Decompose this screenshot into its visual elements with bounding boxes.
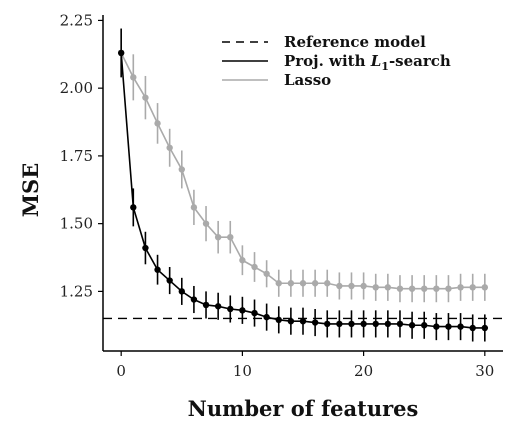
data-point-proj — [481, 324, 489, 332]
data-point-lasso — [408, 285, 416, 292]
y-tick-label: 1.50 — [60, 215, 93, 233]
data-point-proj — [154, 266, 161, 273]
legend-proj-math: L — [370, 52, 382, 70]
data-point-lasso — [324, 280, 331, 287]
data-point-lasso — [372, 284, 379, 291]
legend-proj-suffix: -search — [389, 52, 451, 70]
data-point-lasso — [348, 282, 355, 290]
data-point-lasso — [481, 284, 489, 291]
data-point-lasso — [154, 120, 161, 127]
tick-marks: 1.25 1.50 1.75 2.00 2.25 0 10 20 30 — [60, 11, 495, 380]
data-point-proj — [287, 317, 295, 325]
data-point-proj — [348, 320, 355, 328]
data-point-proj — [421, 322, 428, 329]
data-point-lasso — [384, 284, 392, 291]
data-point-lasso — [287, 280, 295, 287]
data-point-proj — [142, 244, 149, 252]
series-proj — [117, 28, 489, 342]
axes — [102, 15, 503, 352]
data-point-proj — [311, 319, 319, 326]
data-point-proj — [299, 317, 307, 325]
x-tick-label: 30 — [475, 362, 494, 380]
y-axis-title: MSE — [18, 163, 43, 217]
data-point-lasso — [202, 220, 210, 227]
y-tick-label: 1.25 — [60, 282, 93, 300]
legend-proj-label: Proj. with L1-search — [284, 52, 451, 73]
data-point-proj — [251, 309, 258, 317]
data-point-lasso — [311, 280, 319, 287]
data-point-proj — [239, 307, 246, 314]
y-tick-label: 2.00 — [60, 79, 93, 97]
data-point-lasso — [336, 282, 343, 290]
data-point-proj — [202, 301, 210, 309]
data-point-proj — [396, 320, 404, 328]
data-point-lasso — [239, 257, 246, 264]
plot-area — [103, 28, 503, 342]
data-point-lasso — [251, 263, 258, 271]
legend-proj-sub: 1 — [381, 60, 389, 73]
data-point-proj — [384, 320, 392, 328]
legend-reference-label: Reference model — [284, 33, 426, 51]
legend-lasso-label: Lasso — [284, 71, 331, 89]
y-tick-label: 1.75 — [60, 147, 93, 165]
data-point-lasso — [214, 233, 222, 241]
data-point-lasso — [433, 285, 440, 292]
data-point-lasso — [190, 204, 198, 211]
data-point-proj — [227, 305, 234, 313]
data-point-proj — [408, 322, 416, 329]
data-point-lasso — [130, 74, 137, 81]
data-point-proj — [117, 49, 125, 57]
data-point-proj — [178, 288, 185, 295]
data-point-proj — [457, 323, 464, 330]
data-point-proj — [372, 320, 379, 328]
data-point-proj — [445, 323, 452, 330]
data-point-proj — [214, 303, 222, 310]
data-point-proj — [166, 277, 173, 284]
data-point-proj — [190, 296, 198, 303]
data-point-lasso — [421, 285, 428, 292]
legend: Reference model Proj. with L1-search Las… — [222, 33, 451, 89]
y-tick-label: 2.25 — [60, 11, 93, 29]
data-point-lasso — [142, 94, 149, 101]
data-point-lasso — [275, 280, 282, 287]
data-point-lasso — [299, 280, 307, 287]
data-point-lasso — [263, 270, 270, 277]
data-point-proj — [433, 323, 440, 330]
data-point-lasso — [227, 233, 234, 241]
x-tick-label: 10 — [233, 362, 252, 380]
series-lasso — [117, 28, 489, 303]
legend-proj-prefix: Proj. with — [284, 52, 371, 70]
data-point-lasso — [178, 166, 185, 173]
data-point-lasso — [445, 285, 452, 292]
data-point-lasso — [457, 284, 464, 291]
x-tick-label: 0 — [116, 362, 126, 380]
data-point-lasso — [396, 285, 404, 292]
data-point-proj — [275, 316, 282, 324]
data-point-lasso — [469, 284, 476, 291]
data-point-lasso — [360, 282, 367, 290]
data-point-proj — [360, 320, 367, 328]
x-tick-label: 20 — [354, 362, 373, 380]
data-point-proj — [263, 313, 270, 321]
x-axis-title: Number of features — [188, 396, 419, 421]
data-point-lasso — [166, 144, 173, 151]
data-point-proj — [324, 320, 331, 328]
data-point-proj — [130, 204, 137, 211]
data-point-proj — [336, 320, 343, 328]
data-point-proj — [469, 324, 476, 332]
